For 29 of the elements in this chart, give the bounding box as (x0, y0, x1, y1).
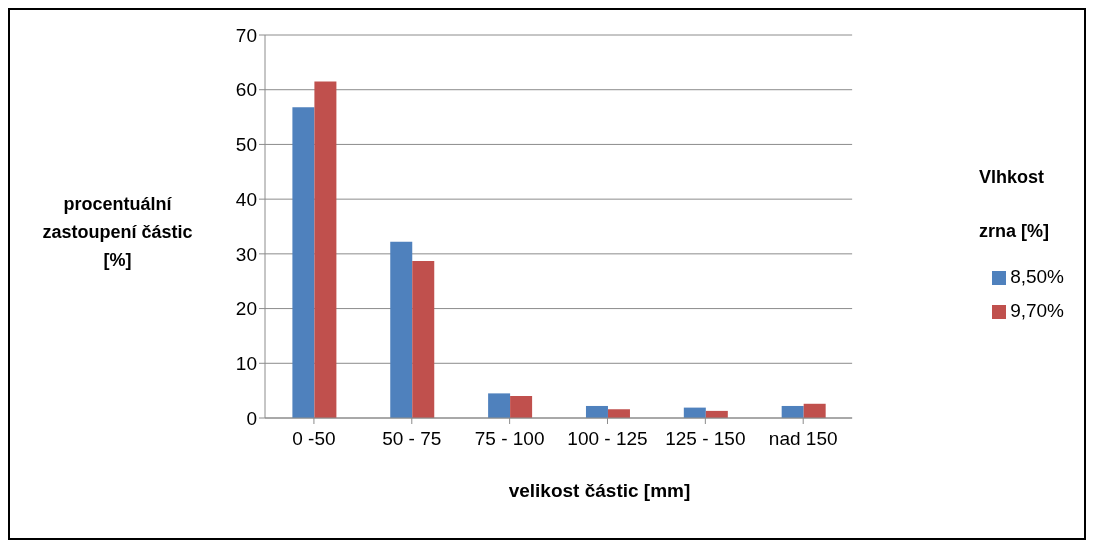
x-tick-label: 75 - 100 (474, 428, 545, 450)
bar (510, 396, 533, 418)
y-tick-label: 0 (246, 407, 257, 429)
bar (314, 81, 337, 418)
bar (292, 107, 315, 418)
x-tick-label: 125 - 150 (665, 428, 746, 450)
x-tick-label: 0 -50 (292, 428, 336, 450)
y-tick-label: 30 (235, 243, 257, 265)
bar (390, 241, 413, 418)
y-tick-label: 60 (235, 79, 257, 101)
bar (585, 405, 608, 418)
y-tick-label: 20 (235, 298, 257, 320)
y-axis-title: procentuální zastoupení částic [%] (41, 193, 194, 272)
legend-label: 8,50% (1010, 266, 1064, 287)
x-axis-title: velikost částic [mm] (507, 480, 692, 502)
bar (412, 260, 435, 418)
legend-label: 9,70% (1010, 300, 1064, 321)
bar (488, 393, 511, 418)
x-tick-label: 100 - 125 (567, 428, 648, 450)
x-tick-label: nad 150 (768, 428, 838, 450)
bar (607, 409, 630, 418)
y-tick-label: 70 (235, 24, 257, 46)
y-tick-label: 40 (235, 188, 257, 210)
y-tick-label: 10 (235, 353, 257, 375)
bar (803, 403, 826, 418)
text: Vlhkost zrna [%] (979, 167, 1050, 241)
bar (781, 405, 804, 418)
y-tick-label: 50 (235, 134, 257, 156)
x-tick-label: 50 - 75 (382, 428, 442, 450)
